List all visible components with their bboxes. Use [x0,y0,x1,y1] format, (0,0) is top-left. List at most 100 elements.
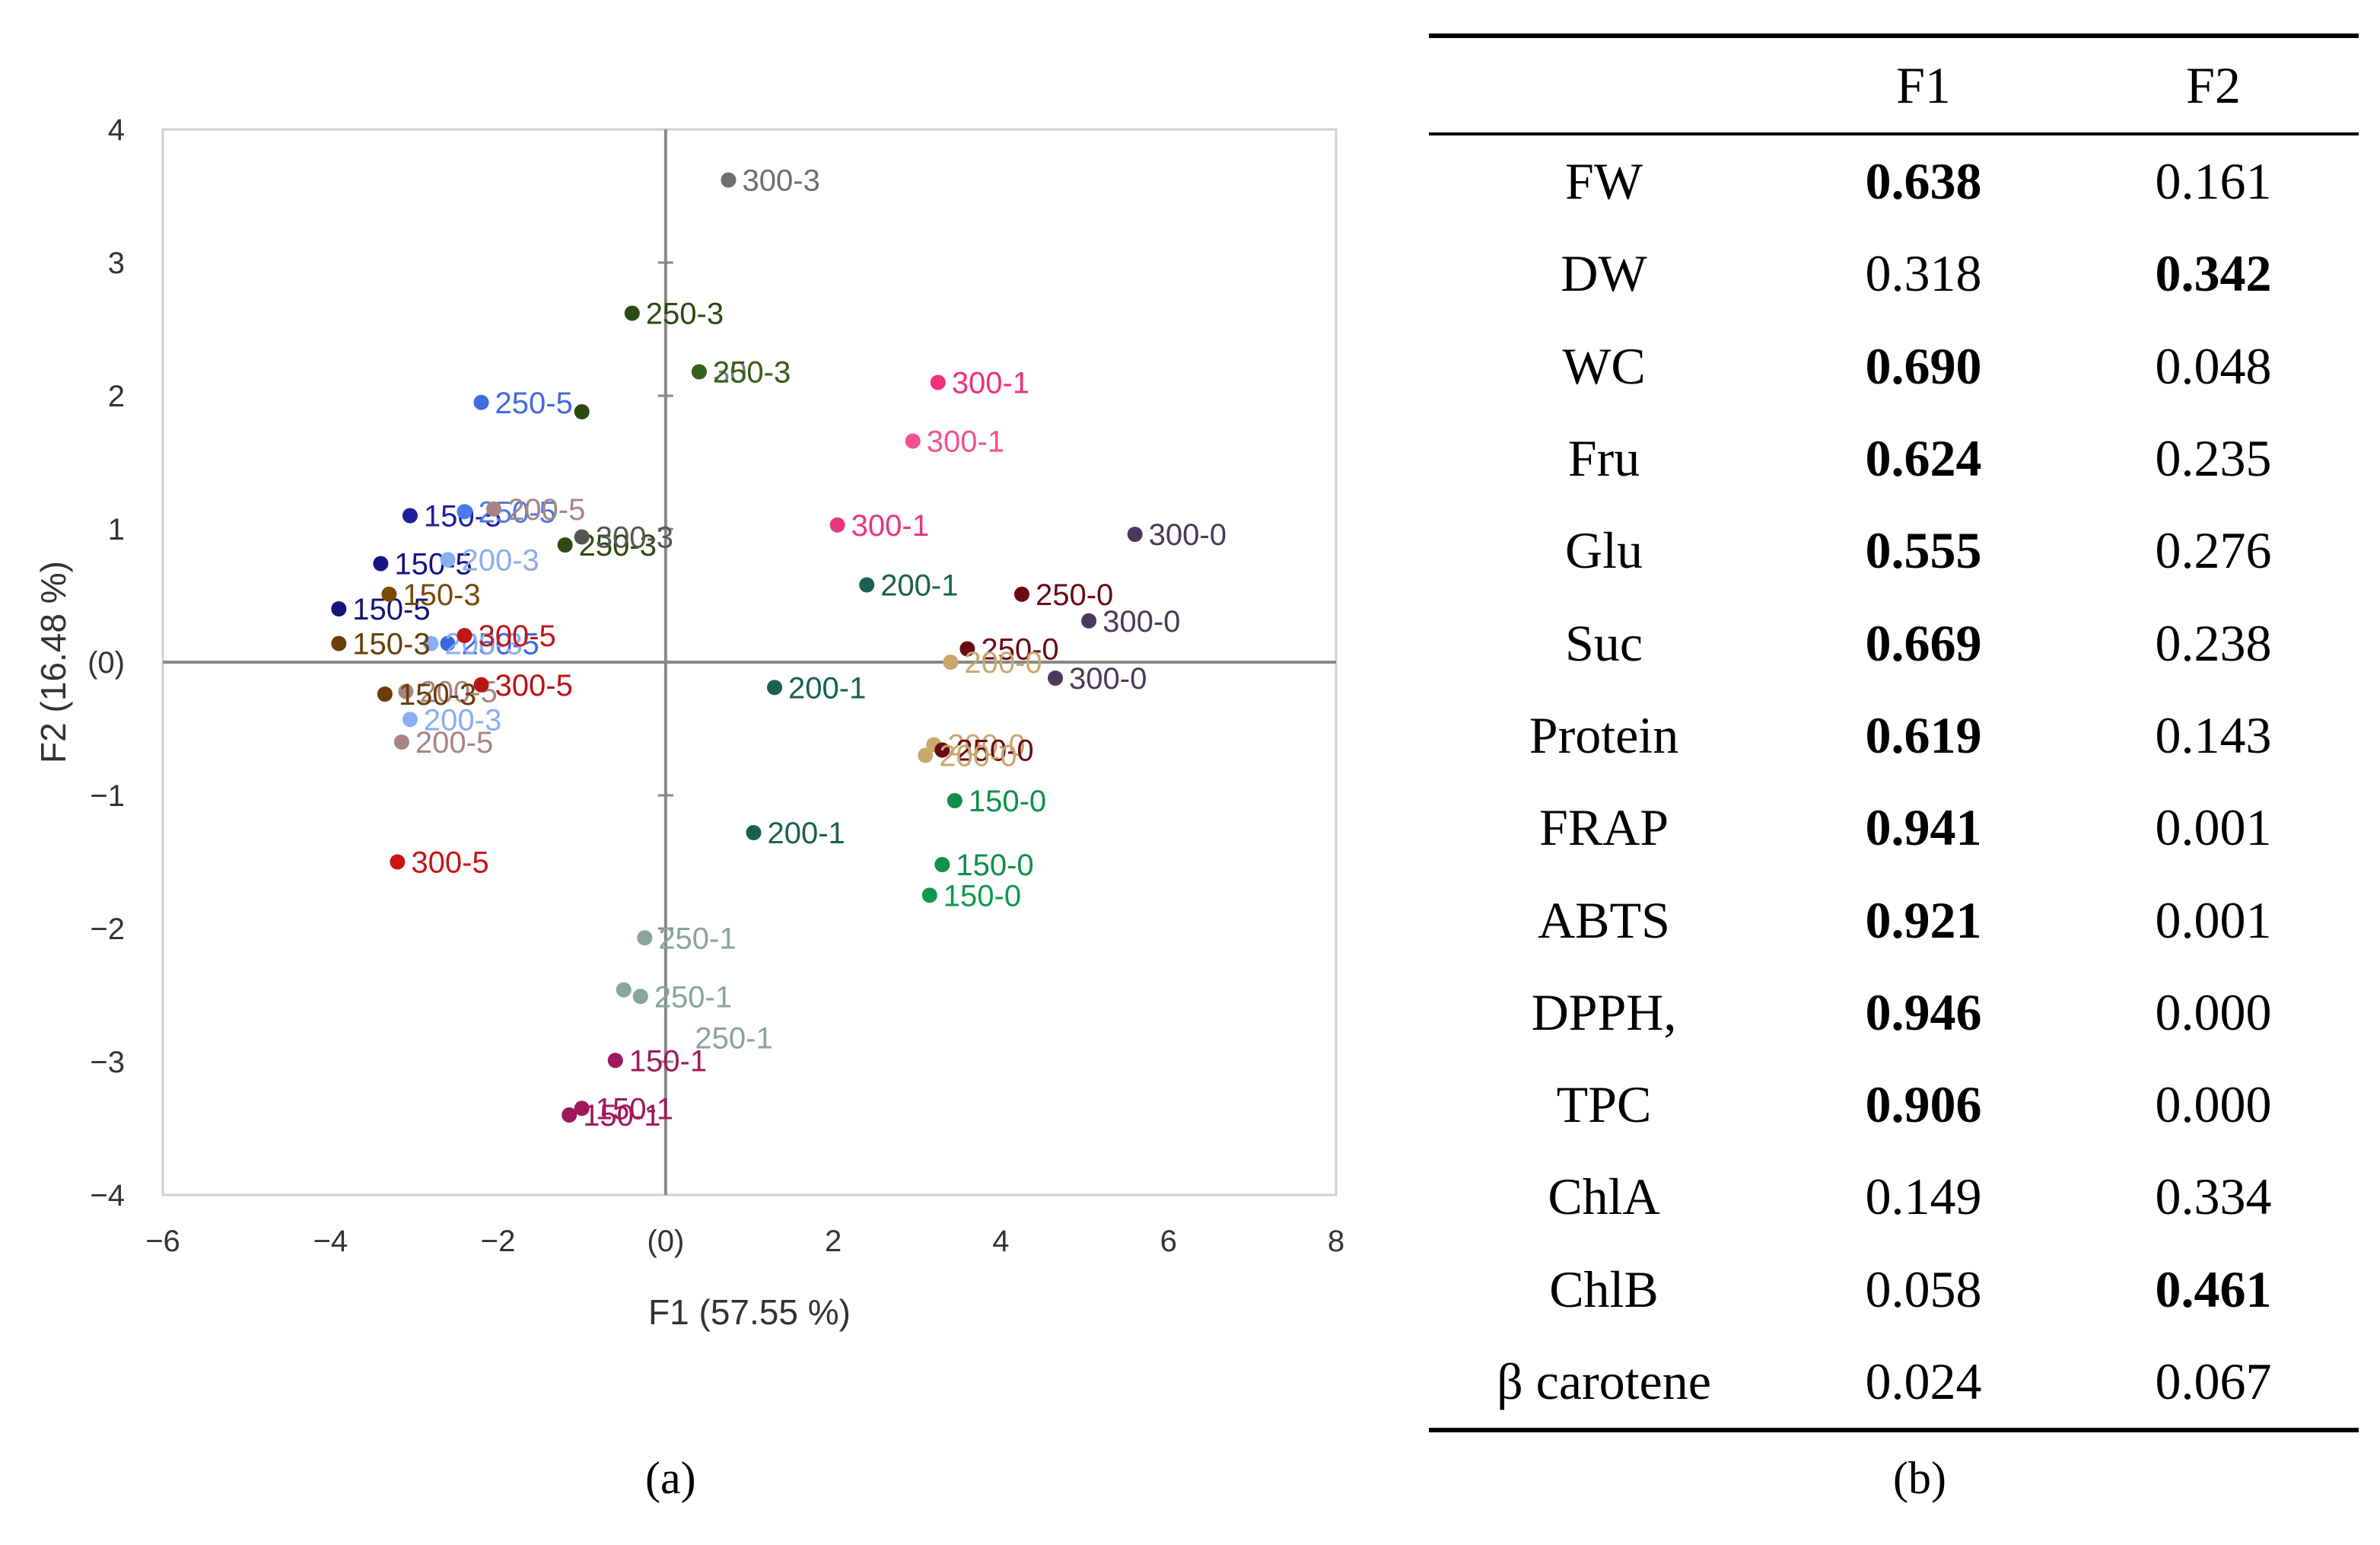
table-cell-variable: Protein [1529,706,1679,764]
table-row: FRAP 0.941 0.001 [1429,782,2359,874]
data-point-label: 250-1 [654,980,732,1014]
table-cell-f1: 0.619 [1865,706,1982,764]
table-cell-f1: 0.690 [1865,336,1982,395]
table-cell-variable: FW [1565,152,1643,211]
table-row: FW 0.638 0.161 [1429,134,2359,228]
table-cell-f2: 0.235 [2155,429,2272,488]
table-cell-f1: 0.058 [1865,1260,1982,1318]
data-point-label: 150-0 [969,785,1046,818]
table-cell-f2: 0.000 [2155,1075,2272,1134]
y-tick-label: −4 [90,1179,125,1212]
table-cell-f1: 0.638 [1865,152,1982,211]
table-cell-f2: 0.001 [2155,798,2272,857]
table-cell-variable: TPC [1556,1075,1652,1134]
table-cell-f1: 0.624 [1865,429,1982,488]
x-tick-label: 8 [1328,1225,1344,1258]
table-cell-f1: 0.024 [1779,1335,2068,1433]
table-cell-variable: Suc [1565,613,1643,672]
data-point [943,655,959,670]
data-point-label: 150-1 [629,1044,707,1078]
table-cell-variable: ChlB [1549,1260,1659,1318]
data-point-label: 200-3 [461,543,539,577]
table-row: WC 0.690 0.048 [1429,320,2359,413]
table-cell-f1: 0.149 [1865,1168,1982,1226]
data-point-label: 300-0 [1102,605,1180,639]
data-point [440,636,456,651]
data-point [637,930,653,946]
y-tick-label: 1 [108,513,125,546]
data-point [859,577,875,593]
data-point [381,586,397,602]
table-cell-variable: WC [1562,336,1646,395]
data-point [562,1107,578,1123]
data-point-label: 200-1 [788,671,866,705]
data-point [829,517,845,533]
table-row: β carotene 0.024 0.067 [1429,1335,2359,1433]
x-tick-label: (0) [647,1225,684,1258]
table-cell-f2: 0.342 [2155,244,2272,303]
table-cell-f1: 0.555 [1865,521,1982,580]
data-point-label: 200-1 [880,569,958,603]
data-point-label: 250-3 [713,356,791,390]
table-header-f1: F1 [1779,33,2068,135]
data-point-label: 150-5 [394,548,472,581]
data-point-label: 200-0 [947,729,1025,763]
data-point-label: 150-3 [352,628,430,661]
y-tick-label: −1 [90,779,125,813]
data-point [398,683,414,699]
x-axis-title: F1 (57.55 %) [648,1292,851,1332]
data-point [767,680,783,696]
table-row: DW 0.318 0.342 [1429,228,2359,320]
y-tick-label: (0) [88,646,125,680]
table-cell-variable: FRAP [1538,798,1669,857]
data-point-label: 250-5 [495,387,573,420]
data-point [691,364,707,380]
table-cell-f1: 0.921 [1865,890,1982,949]
table-row: TPC 0.906 0.000 [1429,1059,2359,1151]
x-tick-label: 4 [992,1225,1009,1258]
data-point-label: 150-1 [596,1092,673,1126]
table-cell-variable: ABTS [1538,890,1670,949]
data-point-label: 250-3 [579,529,657,562]
y-tick-label: −3 [90,1046,125,1079]
data-point-label: 300-5 [411,846,488,880]
caption-a: (a) [645,1453,696,1503]
y-tick-label: −2 [90,913,125,946]
data-point [918,747,934,763]
table-header-f2: F2 [2068,33,2359,135]
table-cell-variable: ChlA [1548,1168,1660,1226]
data-point [373,556,389,572]
data-point [947,793,963,808]
data-point [930,374,946,390]
data-point-label: 150-1 [583,1099,660,1132]
data-point-label: 200-1 [768,817,845,850]
y-tick-label: 3 [108,247,125,280]
table-cell-variable: Glu [1565,521,1643,580]
data-point [473,394,489,410]
data-point [934,742,950,758]
data-point-label: 300-0 [1069,662,1147,696]
table-cell-variable: DW [1561,244,1647,303]
data-point [624,305,640,321]
x-tick-label: −4 [313,1225,348,1258]
data-point [746,825,762,840]
data-point-label: 250-0 [956,734,1033,768]
data-point-label: 300-3 [742,164,819,198]
data-point [1081,613,1097,629]
data-point [377,686,393,702]
data-point [402,508,418,524]
data-point-label: 200-5 [508,493,585,527]
table-cell-variable: β carotene [1429,1335,1779,1433]
pca-score-plot: −6 −4 −2 (0) 2 4 6 8 4 3 2 1 (0) −1 −2 −3 −4 F1 (57.55 %)… [33,113,1344,1332]
data-point [607,1053,623,1069]
data-point-label: 200-3 [424,703,501,737]
data-point [616,982,632,998]
data-point [331,601,347,616]
data-point-label: 300-3 [713,356,791,390]
data-point [390,854,406,870]
data-point [457,628,473,643]
data-point-label: 250-5 [461,628,539,661]
data-point-label: 300-5 [495,669,573,702]
table-row: ChlA 0.149 0.334 [1429,1151,2359,1243]
y-tick-label: 4 [108,113,125,147]
